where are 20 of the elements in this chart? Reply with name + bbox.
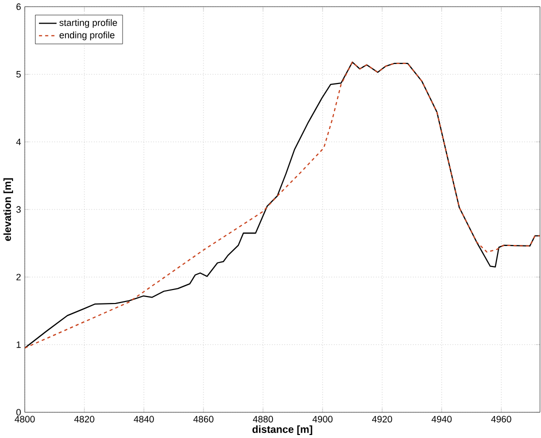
y-tick-label: 4 [16, 138, 21, 145]
y-tick-label: 3 [16, 206, 21, 213]
y-tick-label: 5 [16, 70, 21, 78]
legend-label: starting profile [59, 18, 118, 28]
legend-label: ending profile [60, 31, 114, 40]
x-tick-label: 4920 [372, 416, 392, 422]
y-tick-label: 6 [16, 3, 21, 10]
x-tick-label: 4820 [74, 416, 94, 422]
x-tick-label: 4840 [134, 416, 154, 422]
y-tick-label: 2 [16, 274, 21, 280]
y-tick-label: 1 [16, 341, 21, 348]
x-axis-title: distance [m] [252, 425, 312, 435]
x-tick-label: 4800 [14, 416, 35, 422]
x-tick-label: 4860 [193, 416, 214, 422]
x-tick-label: 4960 [491, 416, 512, 422]
x-tick-label: 4900 [312, 416, 333, 422]
y-axis-title: elevation [m] [3, 178, 14, 241]
y-tick-label: 0 [16, 408, 21, 416]
x-tick-label: 4940 [432, 416, 452, 422]
x-tick-label: 4880 [252, 416, 273, 422]
